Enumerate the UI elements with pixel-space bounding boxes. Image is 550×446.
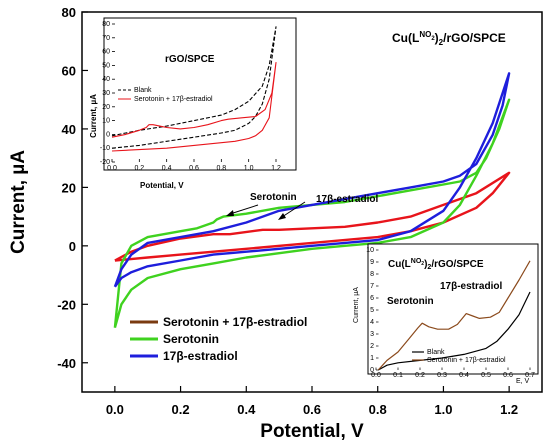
main-series-lines [113,72,511,329]
y-tick-label: 40 [62,122,76,137]
legend-label-estradiol: 17β-estradiol [163,349,238,363]
x-tick-label: 0.0 [371,372,381,379]
series-line-1 [377,260,531,371]
inset-cu-label: Cu(LNO2)2/rGO/SPCE [388,258,484,271]
x-tick-label: 0.3 [437,372,447,379]
annotation-serotonin-arrow [229,204,259,215]
y-tick-label: 40 [102,76,110,83]
y-tick-label: -20 [57,297,76,312]
y-tick-label: 3 [370,331,374,338]
series-line-0 [114,171,511,262]
series-line-2 [113,72,511,288]
annotation-estradiol: 17β-estradiol [316,194,378,205]
annotation-estradiol-arrow [281,201,306,218]
inset-cu-y-axis-title: Current, µA [353,287,360,323]
main-legend: Serotonin + 17β-estradiol Serotonin 17β-… [130,315,307,363]
y-tick-label: 70 [102,35,110,42]
inset-rgo-legend: Blank Serotonin + 17β-estradiol [118,87,213,103]
inset-cu-legend-label-sero-estra: Serotonin + 17β-estradiol [427,357,506,364]
x-tick-label: 0.0 [106,402,124,417]
legend-label-serotonin: Serotonin [163,332,219,346]
inset-cu-legend: Blank Serotonin + 17β-estradiol [412,349,506,364]
x-tick-label: 0.0 [107,165,117,172]
series-line-0 [377,291,531,371]
x-tick-label: 0.4 [237,402,256,417]
main-chart-label: Cu(LNO2)2/rGO/SPCE [392,30,506,47]
y-tick-label: 4 [370,319,374,326]
inset-cu-background [367,243,539,375]
y-tick-label: 7 [370,283,374,290]
y-tick-label: 10 [102,118,110,125]
x-tick-label: 0.2 [415,372,425,379]
inset-cu-series-lines [377,260,531,371]
inset-rgo-series-lines [111,26,277,152]
y-tick-label: 80 [62,5,76,20]
inset-rgo-y-axis-title: Current, µA [89,94,98,138]
y-tick-label: 0 [106,131,110,138]
y-tick-label: 60 [102,49,110,56]
y-tick-label: -40 [57,356,76,371]
x-tick-label: 1.0 [244,165,254,172]
inset-rgo-legend-label-blank: Blank [134,87,152,94]
x-tick-label: 0.2 [172,402,190,417]
series-line-0 [111,26,277,149]
y-tick-label: 20 [62,180,76,195]
inset-cu-x-axis-title: E, V [516,378,530,385]
inset-rgo-x-axis-title: Potential, V [140,181,184,190]
y-tick-label: 9 [370,259,374,266]
x-tick-label: 0.6 [303,402,321,417]
y-tick-label: 10 [366,247,374,254]
inset-cu-legend-label-blank: Blank [427,349,445,356]
y-tick-label: 1 [370,355,374,362]
inset-cu-annotation-estradiol: 17β-estradiol [440,281,502,292]
y-tick-label: 0 [69,239,76,254]
x-tick-label: 0.4 [162,165,172,172]
inset-rgo-legend-label-sero-estra: Serotonin + 17β-estradiol [134,96,213,103]
x-tick-label: 0.6 [503,372,513,379]
x-tick-label: 0.5 [481,372,491,379]
x-tick-label: 1.2 [271,165,281,172]
main-x-axis-title: Potential, V [260,421,364,442]
x-tick-label: 0.8 [216,165,226,172]
y-tick-label: 30 [102,90,110,97]
x-tick-label: 1.2 [500,402,518,417]
series-line-1 [113,98,511,329]
x-tick-label: 0.7 [525,372,535,379]
y-tick-label: 50 [102,62,110,69]
x-tick-label: 1.0 [434,402,452,417]
y-tick-label: 0 [370,367,374,374]
inset-rgo-title: rGO/SPCE [165,54,215,65]
annotation-serotonin-arrowhead [226,210,234,216]
x-tick-label: 0.4 [459,372,469,379]
inset-cu-axis-ticks: 0.0 0.1 0.2 0.3 0.4 0.5 0.6 0.7 0 1 2 3 4 5 6 7 8 9 10 [366,247,535,379]
x-tick-label: 0.8 [369,402,387,417]
y-tick-label: 60 [62,63,76,78]
y-tick-label: 20 [102,104,110,111]
x-tick-label: 0.6 [189,165,199,172]
x-tick-label: 0.2 [134,165,144,172]
y-tick-label: 6 [370,295,374,302]
y-tick-label: 2 [370,343,374,350]
x-tick-label: 0.1 [393,372,403,379]
inset-cu-annotation-serotonin: Serotonin [387,296,434,307]
series-line-1 [111,62,277,152]
main-y-axis-title: Current, µA [8,150,29,254]
y-tick-label: 5 [370,307,374,314]
y-tick-label: -20 [100,159,110,166]
y-tick-label: 8 [370,271,374,278]
annotation-serotonin: Serotonin [250,192,297,203]
y-tick-label: -10 [100,145,110,152]
y-tick-label: 80 [102,21,110,28]
annotation-estradiol-arrowhead [278,213,286,220]
legend-label-sero-estra: Serotonin + 17β-estradiol [163,315,307,329]
inset-rgo-axis-ticks: 0.0 0.2 0.4 0.6 0.8 1.0 1.2 -20 -10 0 10 20 30 40 50 60… [100,21,281,172]
inset-rgo-background [103,17,297,171]
